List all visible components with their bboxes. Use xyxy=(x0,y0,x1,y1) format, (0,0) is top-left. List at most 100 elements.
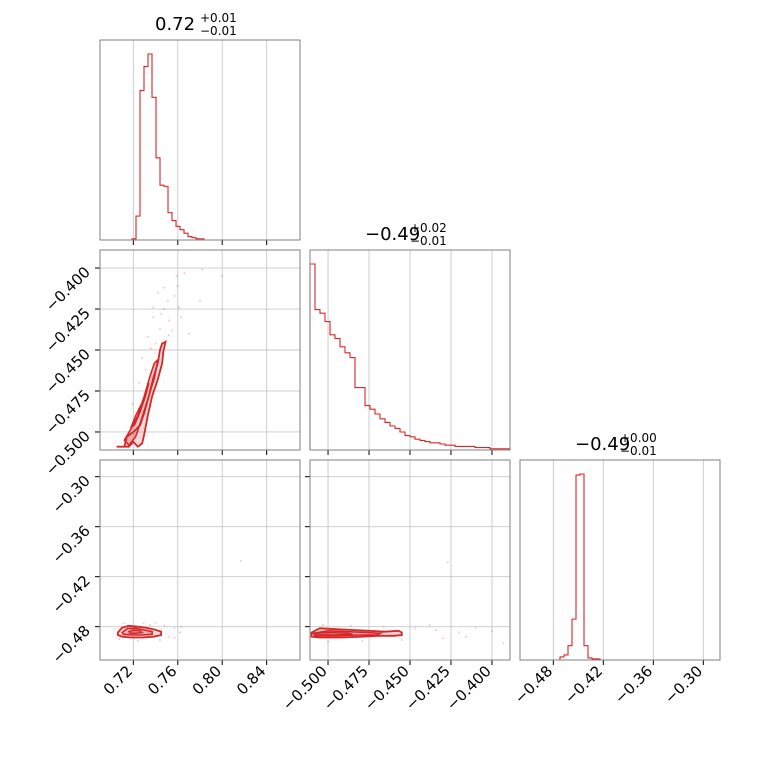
scatter-point xyxy=(146,335,149,338)
scatter-point xyxy=(131,402,134,406)
contour-inner xyxy=(313,631,353,636)
scatter-point xyxy=(221,275,224,278)
scatter-point xyxy=(240,559,243,562)
y-tick-label: −0.30 xyxy=(49,472,94,517)
scatter-point xyxy=(474,627,477,630)
scatter-point xyxy=(152,316,155,319)
scatter-point xyxy=(160,312,163,316)
scatter-point xyxy=(171,329,174,332)
panel-title-lower-0: −0.01 xyxy=(200,24,237,38)
y-tick-label: −0.48 xyxy=(49,622,94,667)
scatter-point xyxy=(490,629,494,632)
scatter-point xyxy=(173,627,176,630)
x-tick-label: −0.42 xyxy=(561,662,606,707)
panel-title-lower-2: −0.01 xyxy=(620,444,657,458)
x-tick-label: 0.72 xyxy=(100,662,136,698)
scatter-point xyxy=(502,642,505,645)
panel-frame xyxy=(309,249,511,451)
y-tick-label: −0.475 xyxy=(42,386,94,438)
panel-title-upper-1: +0.02 xyxy=(410,221,447,235)
contour-inner xyxy=(127,629,144,634)
scatter-point xyxy=(176,284,179,288)
scatter-point xyxy=(446,561,449,564)
scatter-point xyxy=(163,307,166,311)
x-tick-label: 0.80 xyxy=(189,662,225,698)
scatter-point xyxy=(326,640,330,643)
scatter-point xyxy=(180,316,183,319)
scatter-point xyxy=(322,623,325,627)
scatter-point xyxy=(148,623,152,627)
scatter-point xyxy=(361,639,364,642)
scatter-point xyxy=(137,381,140,384)
scatter-point xyxy=(201,268,204,271)
panel-title-lower-1: −0.01 xyxy=(410,234,447,248)
scatter-point xyxy=(166,299,169,302)
x-tick-label: −0.450 xyxy=(361,662,413,714)
panel-title-1: −0.49 xyxy=(365,224,420,245)
scatter-point xyxy=(180,625,183,628)
scatter-point xyxy=(117,638,120,641)
x-tick-label: −0.48 xyxy=(511,662,556,707)
scatter-point xyxy=(158,638,162,642)
x-tick-label: −0.475 xyxy=(320,662,372,714)
panel-2-1: −0.500−0.475−0.450−0.425−0.400 xyxy=(279,459,511,714)
scatter-point xyxy=(167,334,170,337)
contour-outer xyxy=(116,340,167,448)
panel-frame xyxy=(99,459,301,661)
panel-frame xyxy=(99,39,301,241)
scatter-point xyxy=(154,342,157,345)
y-tick-label: −0.500 xyxy=(42,427,94,479)
y-tick-label: −0.400 xyxy=(42,263,94,315)
scatter-point xyxy=(163,624,166,627)
x-tick-label: −0.36 xyxy=(611,662,656,707)
panel-title-2: −0.49 xyxy=(575,434,630,455)
scatter-point xyxy=(177,306,180,309)
scatter-point xyxy=(183,271,186,275)
panel-0-0: 0.72 +0.01−0.01 xyxy=(99,11,301,245)
scatter-point xyxy=(152,306,155,309)
panels-layer: 0.72 +0.01−0.01−0.500−0.475−0.450−0.425−0… xyxy=(42,11,721,714)
scatter-point xyxy=(435,628,438,632)
scatter-point xyxy=(400,638,403,642)
x-tick-label: −0.500 xyxy=(279,662,331,714)
y-tick-label: −0.42 xyxy=(49,572,94,617)
scatter-point xyxy=(141,357,144,360)
panel-title-upper-0: +0.01 xyxy=(200,11,237,25)
scatter-point xyxy=(142,622,145,625)
scatter-point xyxy=(144,368,147,371)
x-tick-label: 0.76 xyxy=(144,662,180,698)
scatter-point xyxy=(150,347,153,350)
scatter-point xyxy=(173,294,176,298)
panel-1-1: −0.49+0.02−0.01 xyxy=(309,221,511,455)
scatter-point xyxy=(113,628,116,631)
scatter-point xyxy=(136,639,139,642)
scatter-point xyxy=(123,622,126,625)
x-tick-label: −0.425 xyxy=(402,662,454,714)
contour-middle xyxy=(123,357,160,447)
histogram-0 xyxy=(100,53,300,241)
y-tick-label: −0.425 xyxy=(42,304,94,356)
y-tick-label: −0.36 xyxy=(49,522,94,567)
scatter-point xyxy=(187,332,190,335)
scatter-point xyxy=(464,635,467,638)
scatter-point xyxy=(158,327,162,330)
scatter-point xyxy=(441,637,444,640)
scatter-point xyxy=(458,631,461,634)
panel-2-0: 0.72 0.76 0.80 0.84 −0.48 −0.42 −0.36 −0.30 xyxy=(49,459,301,698)
scatter-point xyxy=(156,291,159,294)
scatter-point xyxy=(154,621,157,624)
histogram-1 xyxy=(309,263,511,450)
x-tick-label: 0.84 xyxy=(233,662,269,698)
histogram-2 xyxy=(520,473,720,661)
panel-title-0: 0.72 xyxy=(155,14,195,35)
scatter-point xyxy=(413,627,417,630)
panel-1-0: −0.500−0.475−0.450−0.425−0.400 xyxy=(42,249,301,479)
scatter-point xyxy=(167,319,170,322)
panel-frame xyxy=(99,249,301,451)
x-tick-label: −0.400 xyxy=(443,662,495,714)
y-tick-label: −0.450 xyxy=(42,345,94,397)
panel-frame xyxy=(309,459,511,661)
scatter-point xyxy=(175,275,178,278)
scatter-point xyxy=(167,635,170,638)
